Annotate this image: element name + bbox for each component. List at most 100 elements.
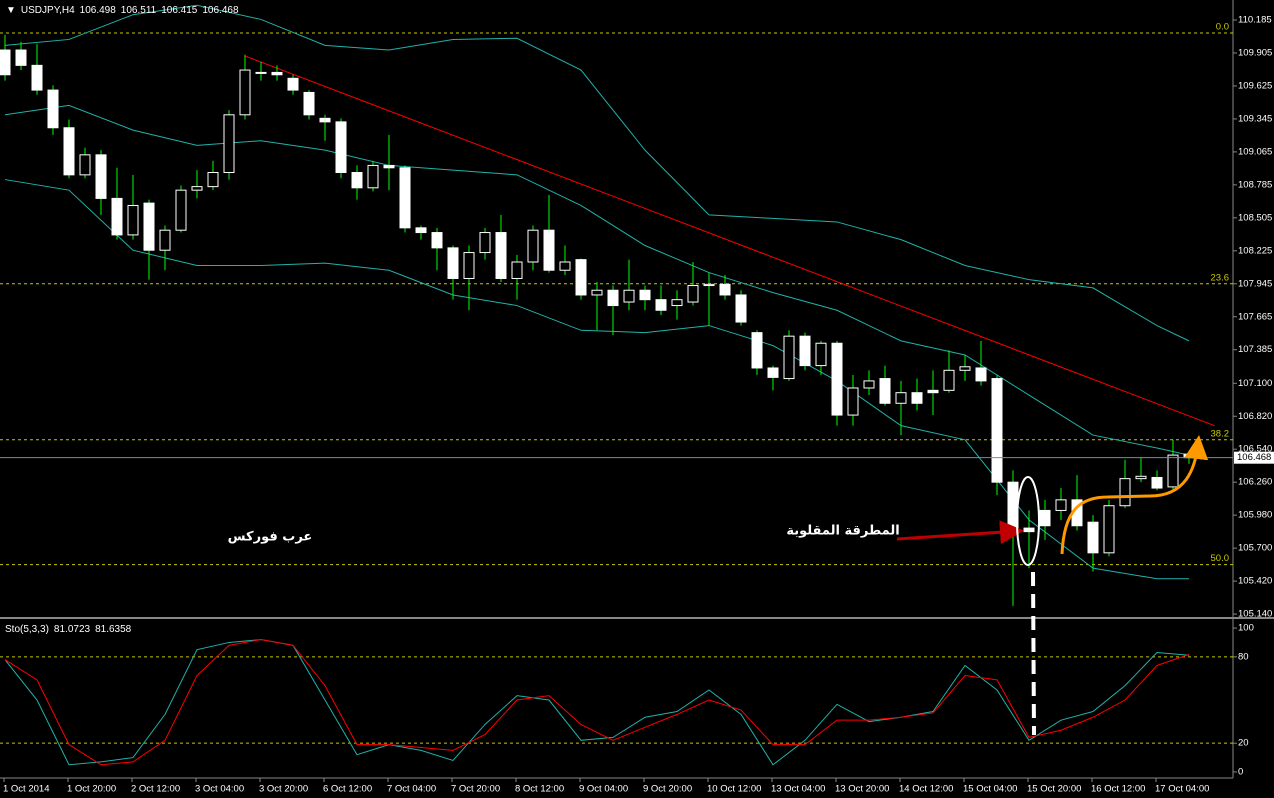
- header-high: 106.511: [120, 5, 157, 16]
- y-tick-label: 106.540: [1238, 444, 1272, 455]
- candle-body: [159, 229, 171, 251]
- price-label-box: [1234, 451, 1274, 464]
- candle-body: [239, 69, 251, 116]
- header-open: 106.498: [79, 5, 116, 16]
- candle-body: [383, 164, 395, 169]
- x-tick-label: 15 Oct 20:00: [1027, 784, 1081, 795]
- candle-body: [415, 227, 427, 234]
- candle-body: [783, 335, 795, 380]
- y-tick-label: 107.665: [1238, 311, 1272, 322]
- x-tick-label: 15 Oct 04:00: [963, 784, 1017, 795]
- candle-body: [543, 229, 555, 271]
- bollinger-upper: [4, 4, 1190, 342]
- candle-body: [559, 261, 571, 271]
- candle-body: [943, 369, 955, 391]
- y-tick-label: 109.625: [1238, 80, 1272, 91]
- y-tick-label: 105.140: [1238, 609, 1272, 620]
- x-tick-label: 14 Oct 12:00: [899, 784, 953, 795]
- candle-body: [927, 389, 939, 394]
- y-tick-label: 108.505: [1238, 212, 1272, 223]
- stochastic-panel: [0, 639, 1233, 766]
- candle-body: [191, 186, 203, 191]
- candle-body: [447, 247, 459, 279]
- candle-body: [655, 299, 667, 311]
- fib-label: 23.6: [1211, 272, 1230, 283]
- y-tick-label: 108.785: [1238, 179, 1272, 190]
- candle-body: [591, 289, 603, 296]
- candle-body: [1023, 527, 1035, 533]
- stoch-main: 81.0723: [53, 624, 91, 635]
- stoch-header: Sto(5,3,3) 81.0723 81.6358: [5, 624, 131, 635]
- candle-body: [287, 77, 299, 91]
- candle-body: [831, 342, 843, 416]
- candle-body: [607, 289, 619, 307]
- y-tick-label: 110.185: [1238, 15, 1272, 26]
- symbol: USDJPY,H4: [20, 5, 75, 16]
- candle-body: [479, 232, 491, 254]
- candle-body: [623, 289, 635, 303]
- dashed-marker: [1031, 571, 1036, 736]
- candle-body: [671, 299, 683, 307]
- candle-body: [175, 189, 187, 231]
- pattern-arrow: [896, 520, 1024, 545]
- y-tick-label: 80: [1238, 651, 1249, 662]
- y-tick-label: 107.945: [1238, 278, 1272, 289]
- price-label: 106.468: [1237, 452, 1271, 463]
- candle-body: [959, 366, 971, 371]
- candle-body: [719, 283, 731, 296]
- trendline: [244, 55, 1215, 427]
- candle-body: [463, 252, 475, 279]
- annotations: عرب فوركس المطرقة المقلوبة: [228, 435, 1209, 736]
- candle-body: [79, 154, 91, 176]
- x-tick-label: 9 Oct 20:00: [643, 784, 692, 795]
- candle-body: [143, 202, 155, 251]
- axes: 110.185 109.905 109.625 109.345 109.065 108.7…: [3, 15, 1274, 795]
- y-tick-label: 105.700: [1238, 543, 1272, 554]
- dropdown-icon[interactable]: ▼: [6, 5, 16, 16]
- fib-label: 50.0: [1211, 553, 1230, 564]
- candle-body: [367, 164, 379, 189]
- candle-body: [111, 197, 123, 236]
- x-tick-label: 13 Oct 20:00: [835, 784, 889, 795]
- candle-body: [399, 167, 411, 229]
- y-tick-label: 20: [1238, 738, 1249, 749]
- y-tick-label: 0: [1238, 766, 1243, 777]
- candle-body: [687, 285, 699, 303]
- pattern-ellipse: [1016, 476, 1040, 566]
- candle-body: [575, 259, 587, 296]
- y-tick-label: 107.100: [1238, 378, 1272, 389]
- candle-body: [303, 91, 315, 116]
- candle-body: [15, 49, 27, 66]
- projection-arrow: [1060, 435, 1209, 555]
- stoch-line: [4, 639, 1190, 766]
- bollinger-middle: [4, 104, 1190, 456]
- candle-body: [767, 367, 779, 378]
- candle-body: [1135, 475, 1147, 480]
- candle-body: [703, 283, 715, 287]
- y-tick-label: 106.260: [1238, 477, 1272, 488]
- y-tick-label: 108.225: [1238, 245, 1272, 256]
- fib-label: 0.0: [1216, 21, 1229, 32]
- candle-body: [1039, 509, 1051, 527]
- x-tick-label: 7 Oct 20:00: [451, 784, 500, 795]
- x-tick-label: 2 Oct 12:00: [131, 784, 180, 795]
- candle-body: [47, 89, 59, 129]
- price-header: ▼ USDJPY,H4 106.498 106.511 106.415 106.…: [6, 5, 239, 16]
- x-tick-label: 3 Oct 20:00: [259, 784, 308, 795]
- candle-body: [527, 229, 539, 263]
- y-tick-label: 100: [1238, 623, 1254, 634]
- x-tick-label: 1 Oct 20:00: [67, 784, 116, 795]
- candle-body: [991, 378, 1003, 483]
- x-tick-label: 1 Oct 2014: [3, 784, 49, 795]
- candle-body: [1183, 453, 1195, 459]
- x-tick-label: 10 Oct 12:00: [707, 784, 761, 795]
- candle-body: [1167, 454, 1179, 488]
- fib-label: 38.2: [1211, 428, 1230, 439]
- watermark-text: عرب فوركس: [228, 530, 313, 545]
- candle-body: [431, 232, 443, 249]
- x-tick-label: 8 Oct 12:00: [515, 784, 564, 795]
- y-tick-label: 109.065: [1238, 146, 1272, 157]
- candle-body: [847, 387, 859, 416]
- x-tick-label: 16 Oct 12:00: [1091, 784, 1145, 795]
